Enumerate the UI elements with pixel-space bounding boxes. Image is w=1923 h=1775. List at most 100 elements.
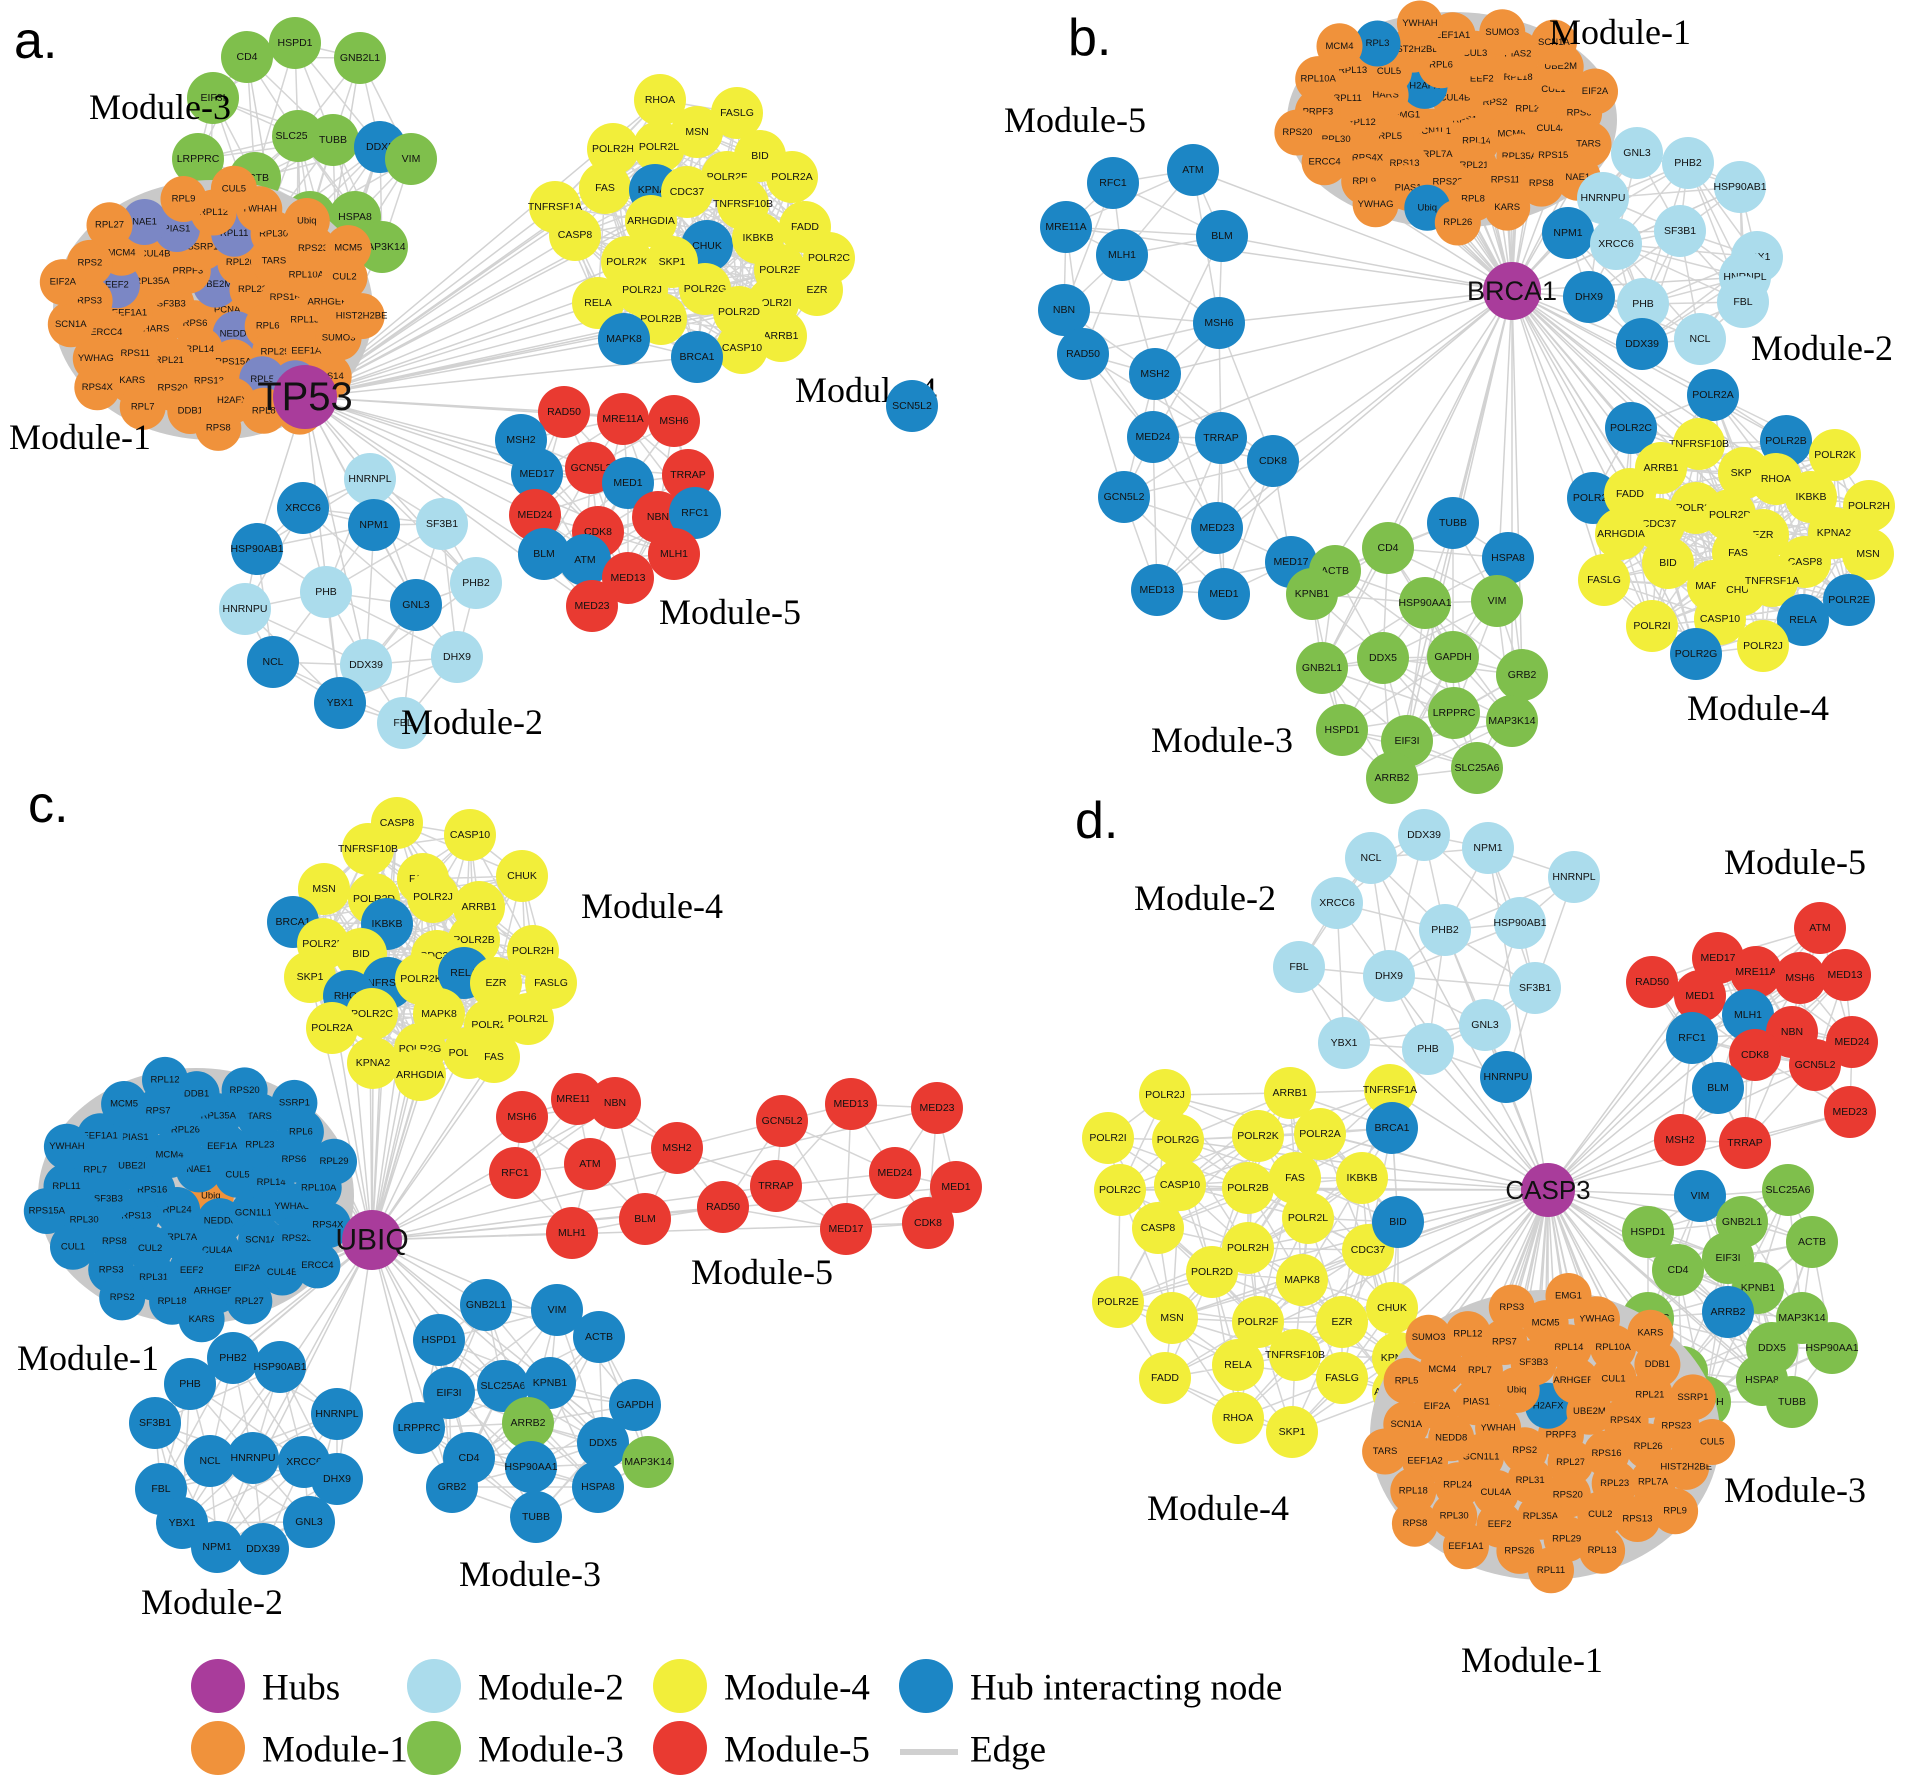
- node-tnfrsf10b: TNFRSF10B: [1265, 1329, 1325, 1381]
- node-label: EMG1: [1555, 1291, 1582, 1302]
- node-circle: [1282, 1192, 1334, 1244]
- node-label: BID: [352, 948, 370, 960]
- node-label: MRE11A: [556, 1093, 597, 1105]
- node-label: MRE11A: [1735, 966, 1776, 978]
- node-circle: [1366, 1282, 1418, 1334]
- node-circle: [538, 386, 590, 438]
- node-label: RPL13: [1338, 65, 1367, 76]
- node-arrb1: ARRB1: [755, 310, 807, 362]
- node-atm: ATM: [1794, 902, 1846, 954]
- node-label: HSPA8: [1491, 552, 1525, 564]
- node-label: CASP10: [1700, 613, 1740, 625]
- node-polr2j: POLR2J: [407, 871, 459, 923]
- node-label: ACTB: [585, 1331, 613, 1343]
- node-circle: [1494, 897, 1546, 949]
- node-label: YBX1: [169, 1517, 196, 1529]
- node-dhx9: DHX9: [1563, 271, 1615, 323]
- node-slc25a6: SLC25A6: [1762, 1164, 1814, 1216]
- node-ddx5: DDX5: [577, 1417, 629, 1469]
- node-label: RPL29: [319, 1156, 348, 1167]
- legend-item-module-2: Module-2: [407, 1659, 624, 1713]
- node-circle: [1819, 949, 1871, 1001]
- node-circle: [1269, 1152, 1321, 1204]
- node-label: RPS20: [230, 1085, 260, 1096]
- node-rpl12: RPL12: [1444, 1311, 1491, 1358]
- node-rpl27: RPL27: [226, 1278, 273, 1325]
- node-kpnb1: KPNB1: [1286, 568, 1338, 620]
- node-label: SF3B3: [157, 299, 186, 310]
- node-label: NCL: [199, 1455, 220, 1467]
- node-circle: [413, 1314, 465, 1366]
- node-circle: [564, 1138, 616, 1190]
- node-label: PHB: [315, 586, 337, 598]
- node-label: CASP8: [558, 229, 593, 241]
- node-label: HSPD1: [1324, 724, 1359, 736]
- node-label: RPL21: [155, 355, 184, 366]
- node-circle: [1528, 1547, 1574, 1594]
- node-circle: [259, 1249, 306, 1296]
- node-circle: [47, 301, 94, 348]
- node-circle: [407, 871, 459, 923]
- node-label: ERCC4: [90, 327, 122, 338]
- node-label: MRE11A: [1045, 221, 1086, 233]
- node-cd4: CD4: [221, 31, 273, 83]
- node-circle: [247, 636, 299, 688]
- node-label: RPL7: [131, 401, 155, 412]
- node-circle: [444, 809, 496, 861]
- node-circle: [1823, 574, 1875, 626]
- node-vim: VIM: [531, 1284, 583, 1336]
- node-label: SSRP1: [1677, 1392, 1708, 1403]
- node-circle: [1614, 1496, 1661, 1542]
- node-label: FBL: [1289, 961, 1308, 973]
- node-label: HSPA8: [581, 1481, 615, 1493]
- node-hnrnpl: HNRNPL: [1548, 851, 1600, 903]
- node-circle: [1746, 555, 1798, 607]
- node-circle: [524, 1357, 576, 1409]
- node-label: EEF1A1: [112, 307, 147, 318]
- node-label: RPS13: [121, 1210, 151, 1221]
- node-label: CDC37: [1642, 518, 1677, 530]
- node-label: RPL9: [1352, 176, 1376, 187]
- node-med1: MED1: [930, 1161, 982, 1213]
- node-polr2e: POLR2E: [1092, 1276, 1144, 1328]
- node-atm: ATM: [1167, 144, 1219, 196]
- node-label: TRRAP: [670, 469, 706, 481]
- node-circle: [1786, 1216, 1838, 1268]
- node-circle: [1336, 1152, 1388, 1204]
- node-fbl: FBL: [1717, 276, 1769, 328]
- node-label: HSP90AB1: [253, 1361, 306, 1373]
- node-label: VIM: [1691, 1190, 1710, 1202]
- node-hsp90aa1: HSP90AA1: [504, 1441, 558, 1493]
- node-circle: [825, 1078, 877, 1130]
- node-label: SCN1A: [1390, 1419, 1422, 1430]
- node-label: SUMO3: [1412, 1332, 1446, 1343]
- node-label: POLR2I: [471, 1019, 508, 1031]
- legend-swatch-blue: [899, 1659, 953, 1713]
- module-label-module-3-c: Module-3: [459, 1554, 601, 1594]
- node-label: MED17: [1273, 556, 1308, 568]
- node-circle: [334, 32, 386, 84]
- node-label: RPL30: [70, 1214, 99, 1225]
- node-ybx1: YBX1: [1318, 1017, 1370, 1069]
- node-label: DHX9: [1375, 970, 1403, 982]
- node-label: RPL5: [1395, 1375, 1419, 1386]
- module-label-module-2-a: Module-2: [401, 702, 543, 742]
- node-circle: [1087, 157, 1139, 209]
- node-hspd1: HSPD1: [413, 1314, 465, 1366]
- hub-node-brca1: BRCA1: [1467, 262, 1557, 320]
- hub-circle: [1483, 262, 1541, 320]
- node-mlh1: MLH1: [1096, 229, 1148, 281]
- node-label: POLR2C: [351, 1008, 393, 1020]
- node-polr2i: POLR2I: [1082, 1112, 1134, 1164]
- node-cul1: CUL1: [50, 1223, 96, 1270]
- node-label: EMG1: [1393, 109, 1420, 120]
- node-cd4: CD4: [1652, 1244, 1704, 1296]
- node-label: MCM5: [334, 243, 362, 254]
- module-label-module-1-c: Module-1: [17, 1338, 159, 1378]
- node-label: MED24: [517, 509, 552, 521]
- node-circle: [1405, 1314, 1452, 1361]
- node-label: PIAS1: [122, 1132, 149, 1143]
- node-label: RPS16: [137, 1184, 167, 1195]
- node-label: RPS7: [146, 1106, 171, 1117]
- node-ubiq: Ubiq: [283, 198, 330, 244]
